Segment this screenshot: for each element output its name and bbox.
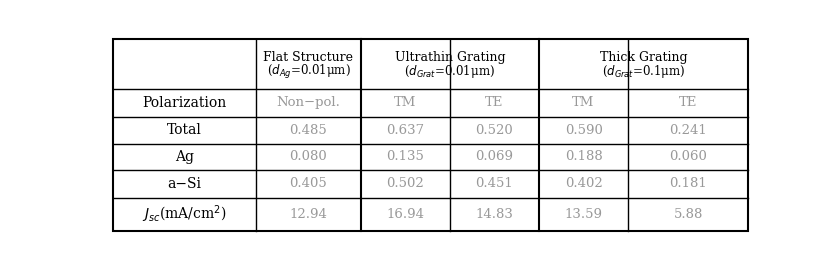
Text: TE: TE: [679, 96, 697, 109]
Text: a−Si: a−Si: [167, 177, 202, 191]
Text: 12.94: 12.94: [290, 208, 328, 221]
Text: 0.485: 0.485: [290, 124, 328, 137]
Text: 13.59: 13.59: [564, 208, 602, 221]
Text: Polarization: Polarization: [142, 96, 227, 110]
Text: TE: TE: [486, 96, 504, 109]
Text: Non−pol.: Non−pol.: [276, 96, 340, 109]
Text: TM: TM: [572, 96, 595, 109]
Text: Ag: Ag: [175, 150, 194, 164]
Text: 0.637: 0.637: [386, 124, 424, 137]
Text: 14.83: 14.83: [475, 208, 513, 221]
Text: 0.188: 0.188: [564, 150, 602, 163]
Text: ($d_{Grat}$=0.01μm): ($d_{Grat}$=0.01μm): [404, 63, 496, 80]
Text: ($d_{Ag}$=0.01μm): ($d_{Ag}$=0.01μm): [266, 63, 350, 81]
Text: 0.451: 0.451: [475, 177, 513, 190]
Text: 16.94: 16.94: [386, 208, 424, 221]
Text: 0.181: 0.181: [669, 177, 707, 190]
Text: Ultrathin Grating: Ultrathin Grating: [395, 50, 505, 64]
Text: 0.405: 0.405: [290, 177, 328, 190]
Text: 0.520: 0.520: [475, 124, 513, 137]
Text: ($d_{Grat}$=0.1μm): ($d_{Grat}$=0.1μm): [602, 63, 685, 80]
Text: Thick Grating: Thick Grating: [600, 50, 687, 64]
Text: 5.88: 5.88: [674, 208, 703, 221]
Text: 0.080: 0.080: [290, 150, 328, 163]
Text: Total: Total: [167, 123, 202, 137]
Text: TM: TM: [394, 96, 417, 109]
Text: 0.060: 0.060: [669, 150, 707, 163]
Text: Flat Structure: Flat Structure: [264, 50, 354, 64]
Text: $J_{sc}$(mA/cm$^2$): $J_{sc}$(mA/cm$^2$): [142, 204, 227, 225]
Text: 0.502: 0.502: [386, 177, 424, 190]
Text: 0.069: 0.069: [475, 150, 513, 163]
Text: 0.135: 0.135: [386, 150, 424, 163]
Text: 0.241: 0.241: [669, 124, 707, 137]
Text: 0.590: 0.590: [564, 124, 602, 137]
Text: 0.402: 0.402: [564, 177, 602, 190]
